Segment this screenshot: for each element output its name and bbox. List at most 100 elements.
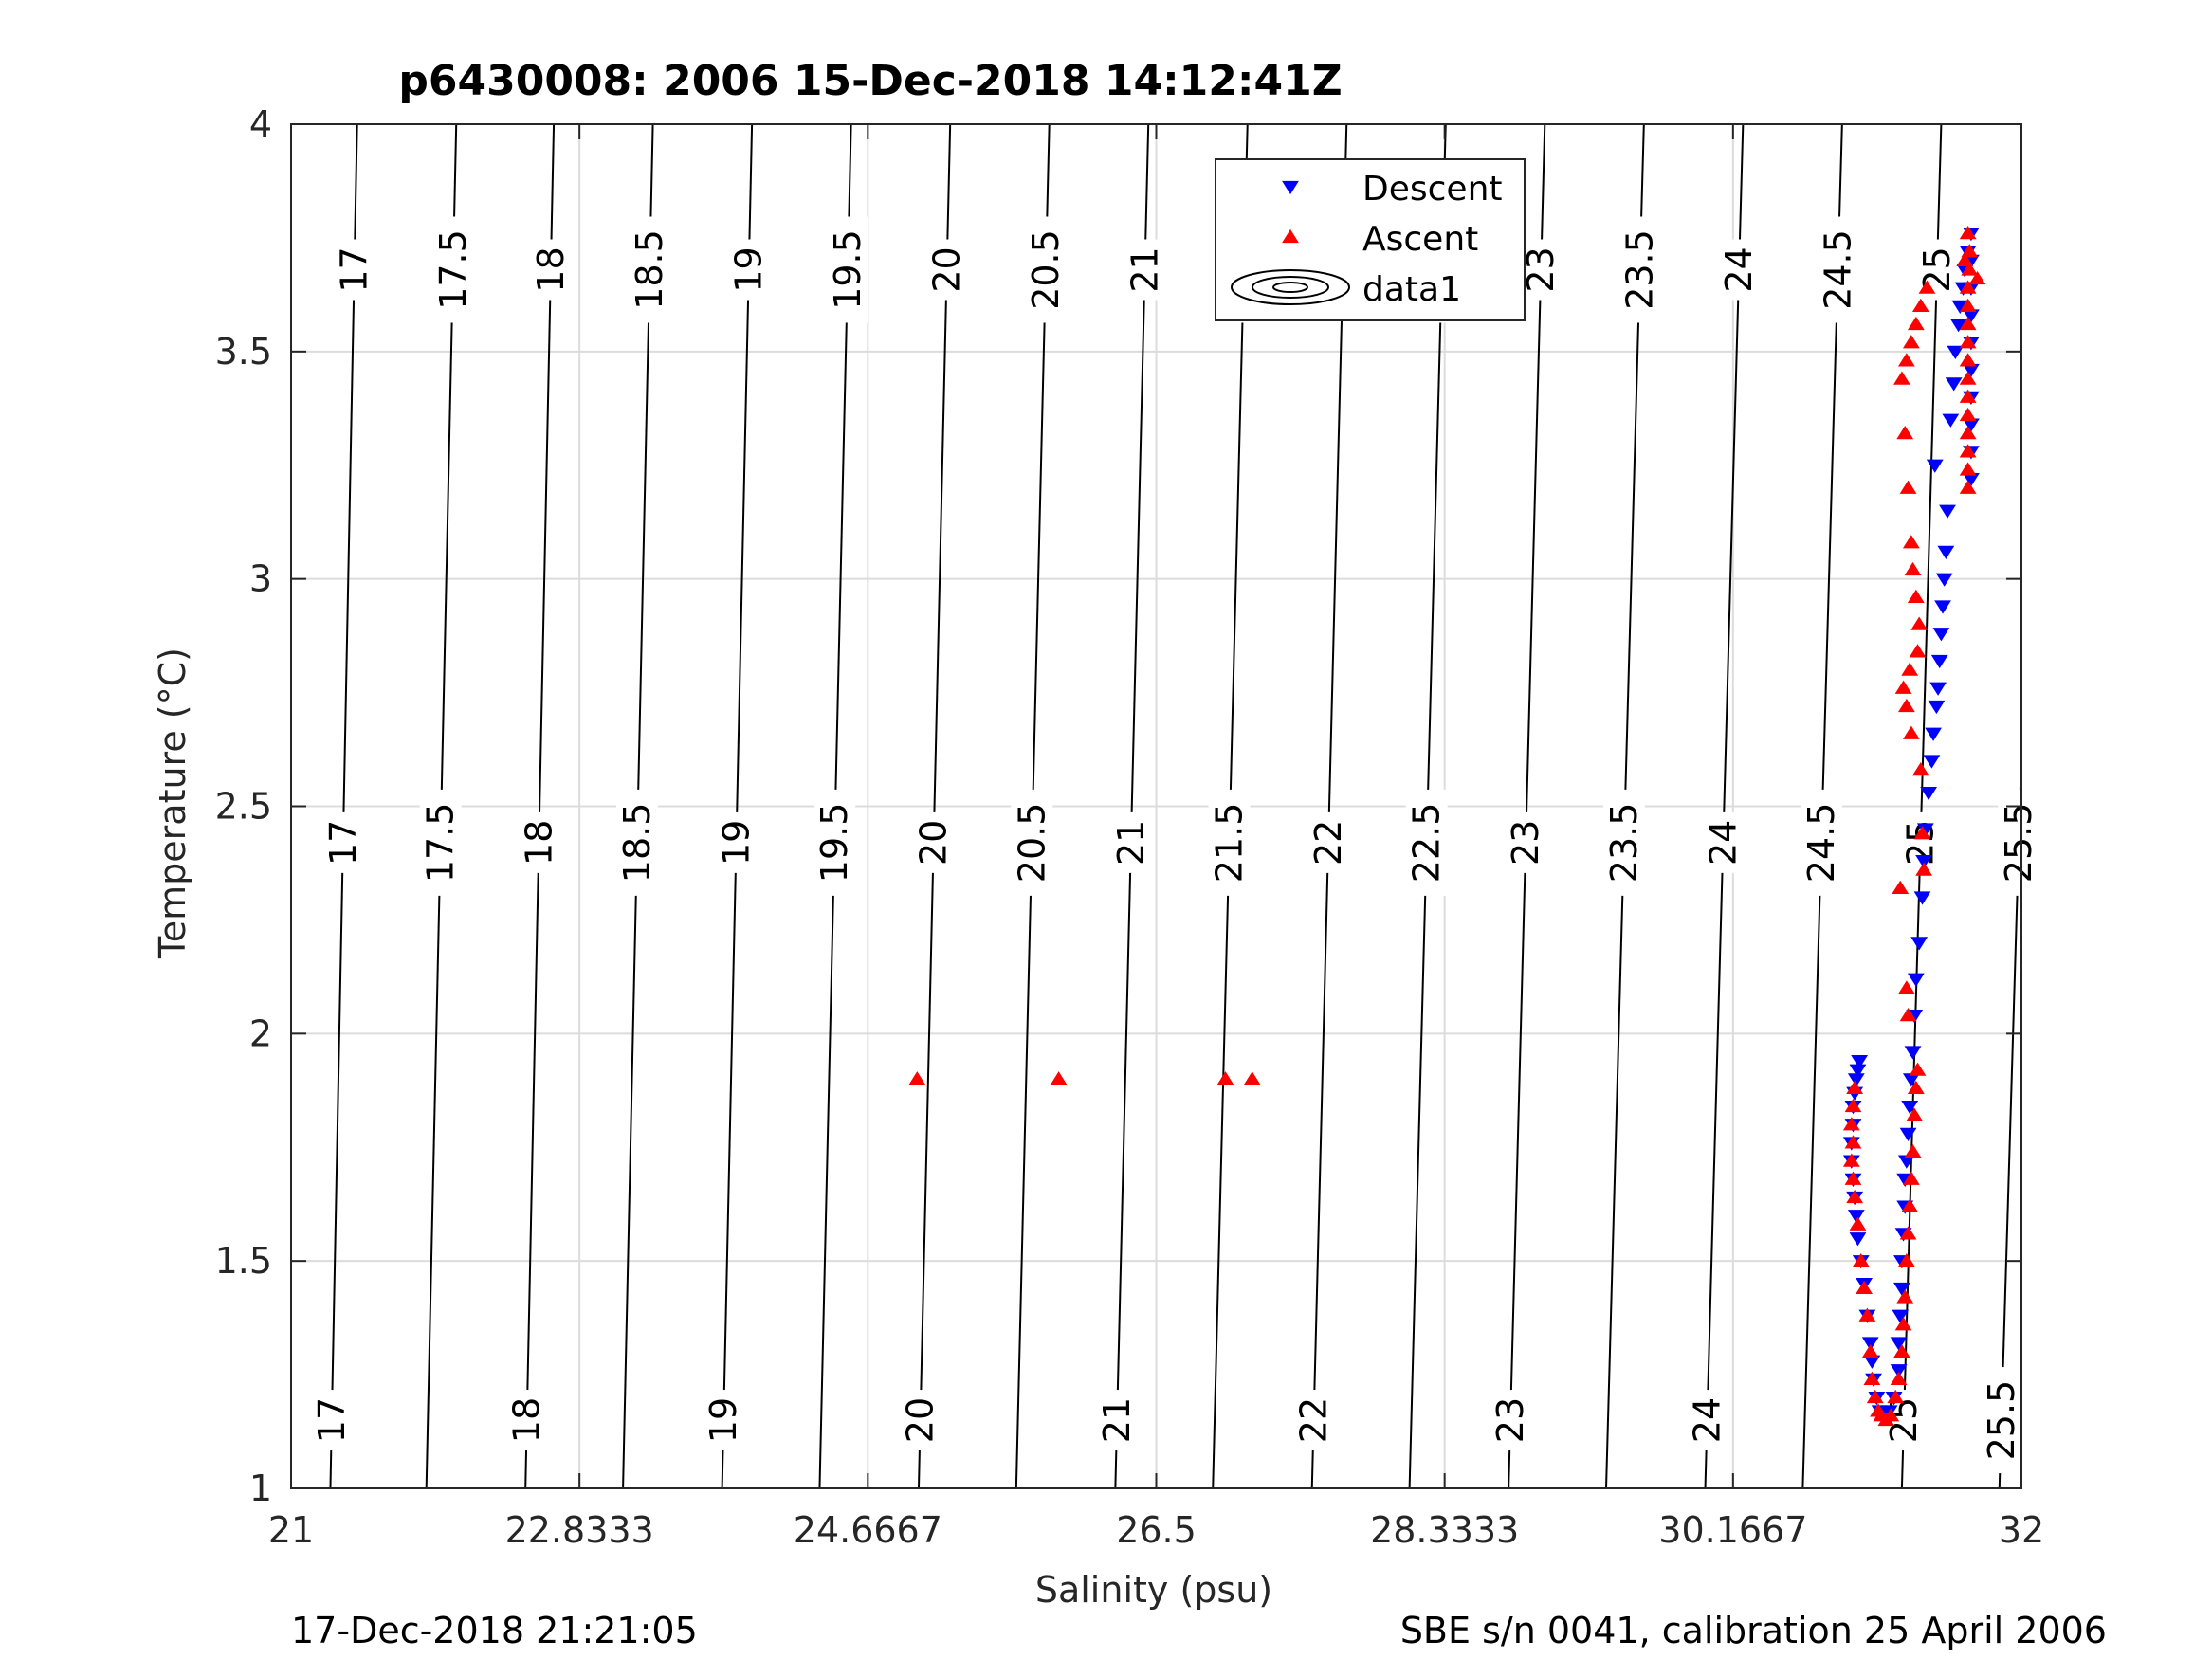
contour-label: 23.5 [1619,229,1661,310]
x-tick-label: 32 [1999,1509,2044,1551]
axis-ticks: 21 22.8333 24.6667 26.5 28.3333 30.1667 3211.5… [215,103,2045,1551]
y-tick-label: 2 [249,1012,272,1054]
descent-point [1930,654,1948,669]
ascent-point [1216,1071,1234,1085]
contour-label-bg [1602,789,1645,896]
contour-label: 21 [1110,820,1152,866]
contour-label: 21.5 [1209,803,1251,884]
contour-label-bg [814,789,856,896]
contour-label-bg [1718,239,1761,301]
y-tick-label: 4 [249,103,272,145]
descent-point [1861,1337,1879,1351]
contour-label-bg [1405,789,1448,896]
legend-label: Descent [1362,170,1503,209]
contour-label-bg [629,216,671,323]
contour-label: 25 [1916,246,1958,292]
descent-point [1901,1100,1919,1115]
descent-point [1847,1073,1865,1087]
contour-label-bg [715,811,758,873]
ascent-point [1852,1253,1870,1267]
contour-label: 25.5 [1998,803,2039,884]
contour-label: 20 [900,1397,941,1443]
ascent-point [1893,371,1910,385]
density-contour [329,123,358,1489]
ascent-point [1901,1198,1919,1212]
contour-label: 19 [716,820,758,866]
contour-label-bg [333,239,375,301]
ascent-point [1856,1280,1873,1295]
contour-label: 25.5 [1981,1380,2022,1461]
ascent-point [1907,316,1925,331]
ascent-point [1959,371,1977,385]
ascent-point [1959,353,1977,367]
ascent-point [1961,244,1979,258]
contour-label-bg [1980,1367,2022,1474]
contour-label-bg [1011,789,1053,896]
contour-label: 17.5 [432,229,474,310]
ascent-point [1959,316,1977,331]
ascent-point [1902,725,1920,739]
x-tick-label: 22.8333 [505,1509,654,1551]
ascent-point [1846,1189,1864,1204]
contour-label: 24 [1702,820,1744,866]
descent-point [1934,600,1951,614]
ascent-point [1892,880,1910,894]
density-contour [1114,123,1150,1489]
descent-point [1892,1309,1910,1323]
contour-label: 19 [703,1397,744,1443]
ascent-point [1902,335,1920,349]
contour-label: 19 [728,246,770,292]
density-contour [721,123,754,1489]
ascent-point [1915,862,1933,876]
ascent-point [1911,761,1929,776]
descent-point [1904,1046,1922,1060]
contour-label-bg [912,811,955,873]
contour-label: 22.5 [1406,803,1448,884]
data-series [908,225,1986,1427]
ascent-point [1959,462,1977,476]
contour-label: 22 [1307,820,1349,866]
ascent-point [1842,1153,1860,1167]
descent-point [1947,345,1965,359]
ascent-point [1050,1071,1068,1085]
ascent-point [1959,480,1977,494]
y-tick-label: 1 [249,1468,272,1509]
ascent-point [1844,1098,1862,1113]
contour-label-bg [1208,789,1251,896]
contour-label: 17.5 [420,803,462,884]
ascent-point [1896,1289,1914,1304]
ascent-point [1846,1080,1864,1094]
contour-label-bg [925,239,968,301]
contour-label: 21 [1124,246,1165,292]
contour-label-bg [1490,1390,1532,1451]
contour-label: 18.5 [629,229,670,310]
grid [290,123,2022,1489]
ascent-point [1904,1143,1922,1158]
legend-contour-icon [1272,282,1308,293]
contour-label-bg [1817,216,1859,323]
contour-label: 24 [1687,1397,1728,1443]
contour-label: 17 [334,246,375,292]
descent-point [1907,973,1925,987]
descent-point [1847,1210,1865,1224]
descent-point [1849,1064,1867,1078]
x-tick-label: 21 [268,1509,314,1551]
descent-point [1915,854,1933,869]
descent-point [1849,1232,1867,1247]
legend-label: data1 [1362,270,1461,309]
descent-point [1890,1364,1908,1378]
legend: Descent Ascent data1 [1215,158,1526,321]
ascent-point [1897,353,1915,367]
descent-point [1910,937,1929,951]
ascent-point [1910,616,1929,630]
contour-label: 20 [913,820,955,866]
contour-label-bg [827,216,869,323]
descent-point [1928,700,1946,715]
y-tick-label: 3 [249,558,272,600]
x-axis-label: Salinity (psu) [1035,1569,1272,1611]
x-tick-label: 26.5 [1116,1509,1197,1551]
contour-label-bg [1520,239,1563,301]
descent-point [1851,1055,1869,1069]
ascent-point [1909,1062,1927,1076]
ascent-point [1902,1171,1920,1185]
